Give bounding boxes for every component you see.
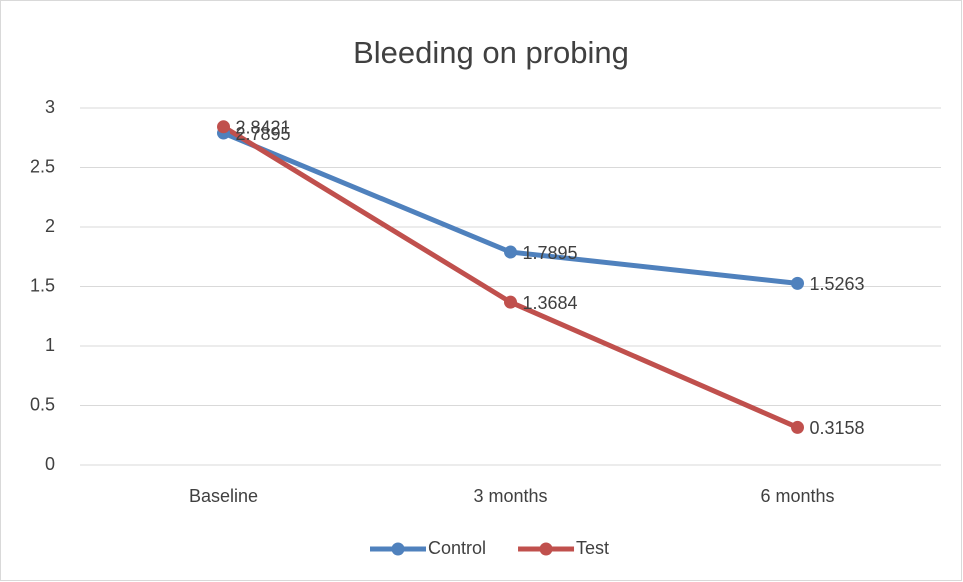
point (504, 245, 517, 259)
data-label: 1.7895 (523, 243, 578, 263)
data-label: 0.3158 (810, 418, 865, 438)
data-label: 2.7895 (236, 124, 291, 144)
legend-label: Test (576, 538, 609, 558)
x-tick-label: Baseline (189, 486, 258, 506)
x-tick-label: 3 months (473, 486, 547, 506)
data-label: 1.3684 (523, 293, 578, 313)
point (217, 120, 230, 134)
y-tick-label: 0.5 (30, 394, 55, 414)
y-tick-label: 0 (45, 454, 55, 474)
data-label: 1.5263 (810, 274, 865, 294)
y-tick-label: 2.5 (30, 156, 55, 176)
y-tick-label: 2 (45, 216, 55, 236)
point (504, 295, 517, 309)
y-tick-label: 3 (45, 97, 55, 117)
point (791, 276, 804, 290)
y-tick-label: 1 (45, 335, 55, 355)
y-tick-label: 1.5 (30, 275, 55, 295)
legend-marker (539, 542, 553, 556)
x-tick-label: 6 months (760, 486, 834, 506)
legend-marker (391, 542, 405, 556)
point (791, 420, 804, 434)
legend-label: Control (428, 538, 486, 558)
data-label: 2.8421 (236, 118, 291, 138)
chart-title: Bleeding on probing (353, 35, 629, 70)
